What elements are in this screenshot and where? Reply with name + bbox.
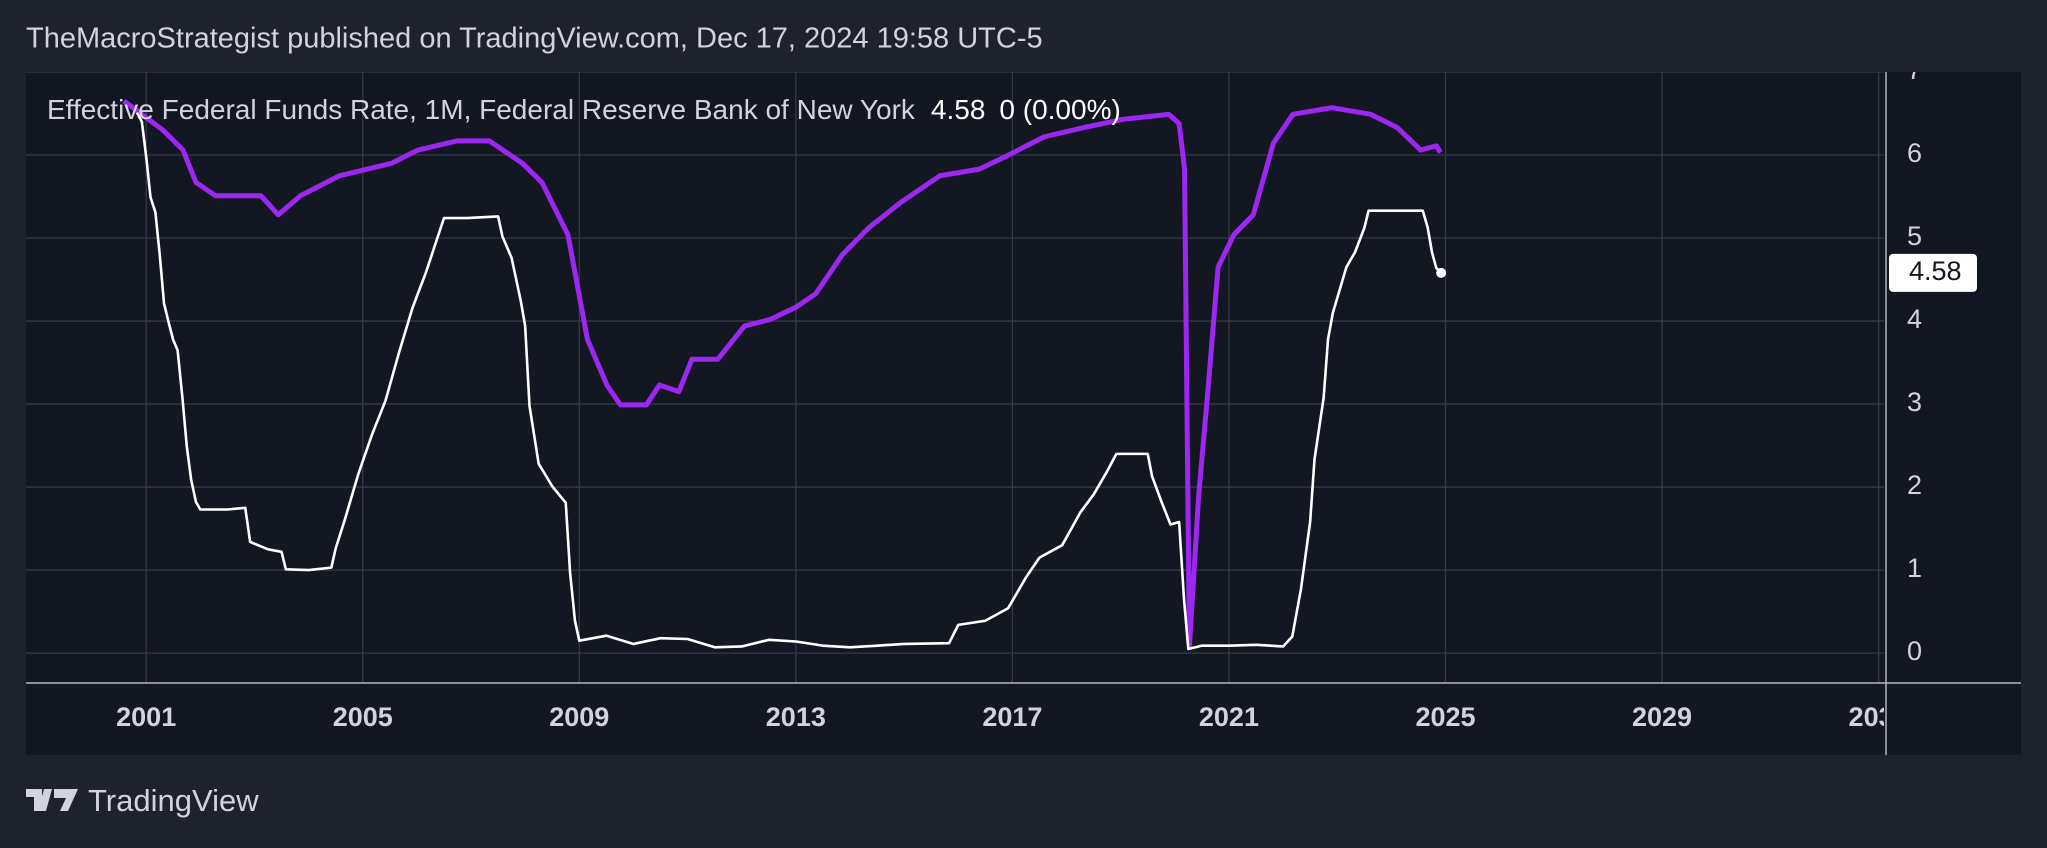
x-tick-label: 2021: [1199, 702, 1259, 732]
x-tick-label: 2009: [549, 702, 609, 732]
x-tick-label: 2013: [766, 702, 826, 732]
x-tick-label: 2005: [333, 702, 393, 732]
last-value-box: [1889, 253, 1977, 292]
y-tick-label: 7: [1907, 55, 1922, 85]
brand: TradingView: [26, 783, 259, 818]
x-tick-label: 2033: [1849, 702, 1909, 732]
y-tick-label: 0: [1907, 636, 1922, 666]
series-line: [135, 112, 1443, 651]
brand-name: TradingView: [88, 783, 259, 818]
chart-pane: [26, 72, 2021, 755]
x-tick-label: 2025: [1415, 702, 1475, 732]
grid: [26, 72, 1884, 683]
y-tick-label: 5: [1907, 221, 1922, 251]
plot-area: [122, 99, 1447, 651]
x-tick-label: 2001: [116, 702, 176, 732]
y-tick-label: 4: [1907, 304, 1922, 334]
last-point: [1436, 267, 1447, 278]
y-axis: 0 1 2 3 4 5 6 7: [1907, 55, 1922, 666]
y-tick-label: 2: [1907, 470, 1922, 500]
legend-value: 4.58: [931, 94, 986, 125]
legend: Effective Federal Funds Rate, 1M, Federa…: [47, 94, 1121, 125]
legend-series-name: Effective Federal Funds Rate, 1M, Federa…: [47, 94, 916, 125]
brand-logo: [26, 789, 78, 811]
x-tick-label: 2017: [982, 702, 1042, 732]
y-tick-label: 6: [1907, 138, 1922, 168]
header: TheMacroStrategist published on TradingV…: [26, 23, 1043, 55]
series-line: [122, 99, 1443, 649]
x-axis: 2001 2005 2009 2013 2017 2021 2025 2029 2033: [116, 702, 1909, 732]
y-tick-label: 3: [1907, 387, 1922, 417]
x-tick-label: 2029: [1632, 702, 1692, 732]
last-value-label: 4.58: [1909, 256, 1962, 286]
y-tick-label: 1: [1907, 553, 1922, 583]
legend-change: 0 (0.00%): [999, 94, 1120, 125]
